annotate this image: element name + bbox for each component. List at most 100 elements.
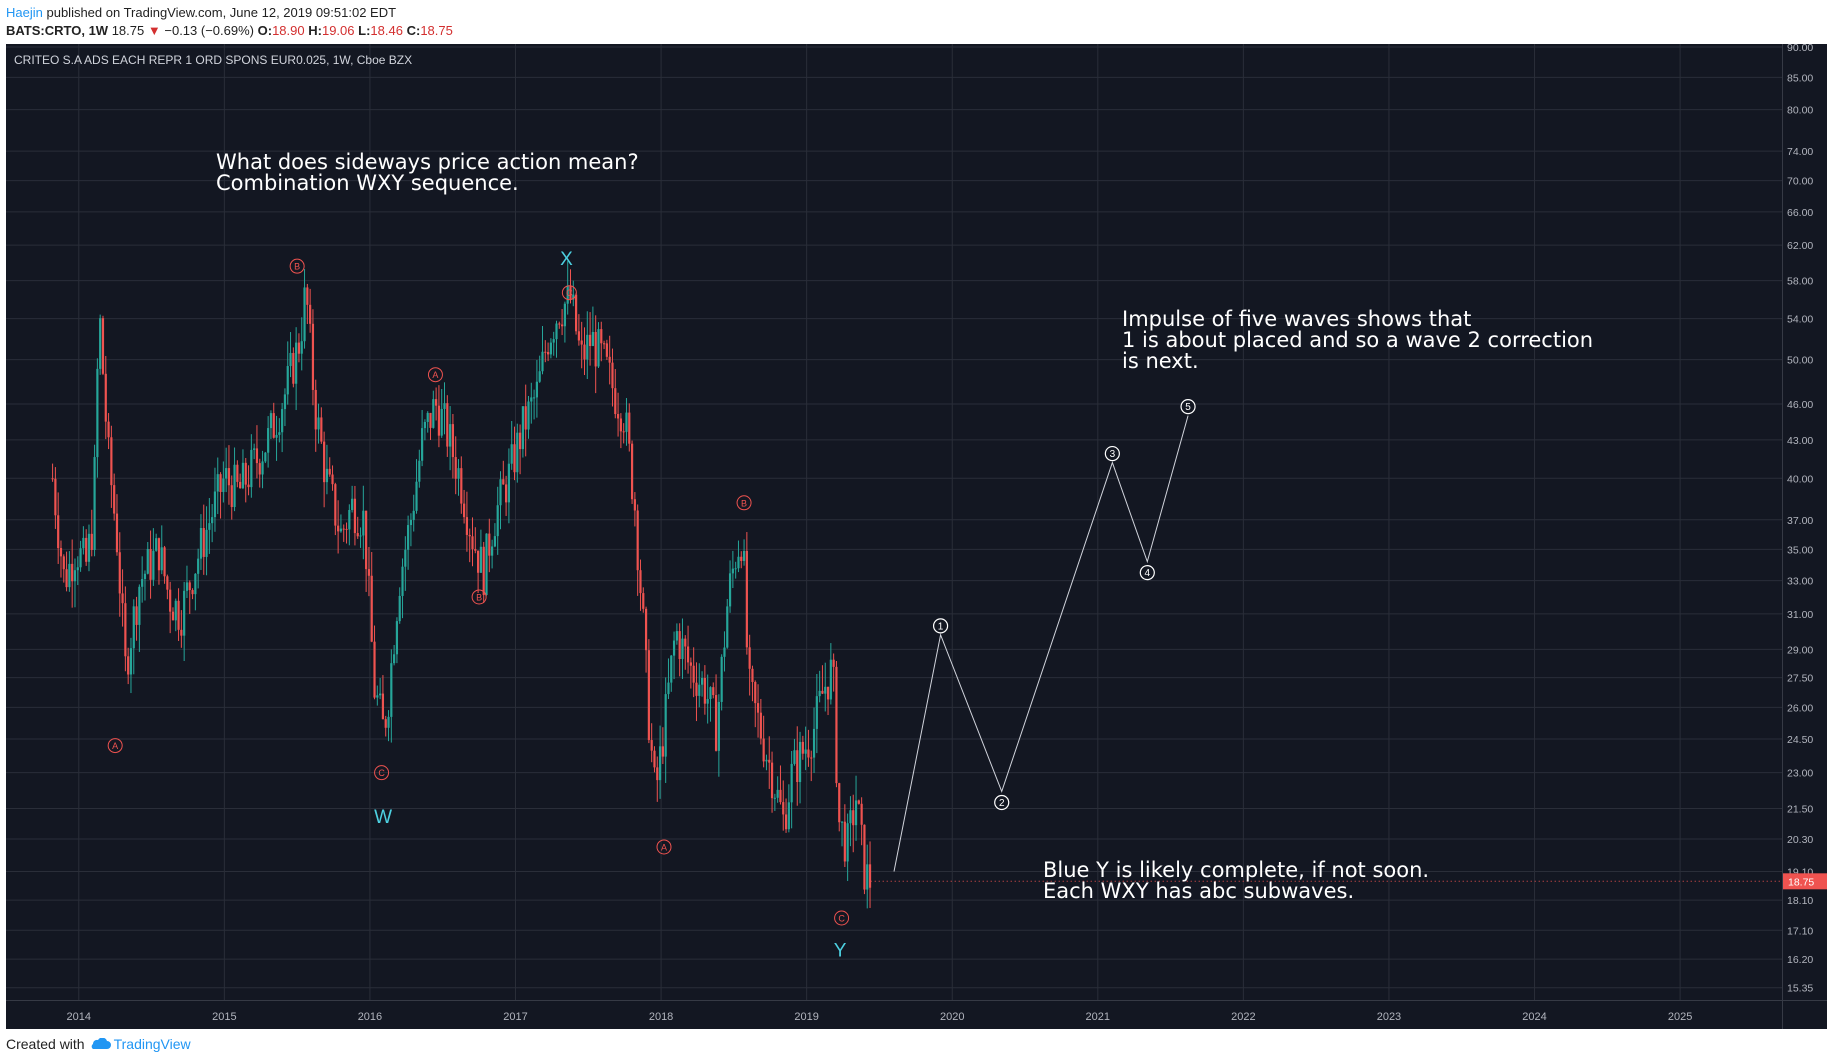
candle bbox=[418, 449, 421, 488]
candle-body bbox=[818, 690, 821, 697]
candle bbox=[493, 523, 497, 548]
candle bbox=[622, 423, 625, 444]
candle bbox=[457, 459, 460, 496]
candle bbox=[605, 339, 608, 361]
candle bbox=[681, 618, 684, 679]
candle bbox=[281, 402, 284, 453]
candle bbox=[463, 489, 466, 524]
candle-body bbox=[485, 533, 488, 596]
candle-body bbox=[712, 687, 715, 696]
y-tick-label: 62.00 bbox=[1787, 240, 1813, 252]
candle-body bbox=[300, 341, 303, 354]
price-chart[interactable]: 1 2 3 4 5 A B C A B C A B C W X Y bbox=[6, 44, 1782, 1000]
candle bbox=[692, 647, 695, 698]
candle bbox=[616, 392, 620, 437]
candle-body bbox=[706, 699, 709, 704]
candle bbox=[169, 581, 172, 634]
sub-wave-letter: C bbox=[378, 768, 385, 778]
candle-body bbox=[127, 656, 130, 675]
candle-body bbox=[734, 568, 737, 570]
tradingview-logo[interactable]: TradingView bbox=[89, 1036, 191, 1052]
candle bbox=[726, 599, 729, 649]
candle-body bbox=[171, 611, 175, 621]
candle-body bbox=[647, 650, 650, 741]
candle-body bbox=[580, 340, 583, 345]
candle-body bbox=[138, 586, 141, 625]
candle bbox=[558, 321, 561, 329]
candle bbox=[233, 447, 236, 512]
time-axis[interactable]: 2014 2015 2016 2017 2018 2019 2020 2021 2022 2023… bbox=[6, 1000, 1782, 1029]
candle bbox=[101, 315, 105, 376]
candle bbox=[143, 570, 147, 601]
candle-body bbox=[849, 810, 852, 824]
candle bbox=[502, 460, 505, 485]
sub-wave-circle bbox=[471, 589, 487, 605]
candle-body bbox=[421, 428, 424, 461]
candle-body bbox=[608, 356, 611, 363]
candle-body bbox=[810, 757, 813, 759]
candle bbox=[513, 426, 516, 481]
candle-body bbox=[194, 573, 197, 595]
chart-pane[interactable]: 1 2 3 4 5 A B C A B C A B C W X Y bbox=[6, 44, 1782, 1000]
candle bbox=[121, 569, 124, 627]
candle bbox=[709, 686, 712, 722]
candle-body bbox=[286, 366, 289, 395]
candle bbox=[303, 268, 306, 349]
candle bbox=[292, 347, 295, 388]
candle bbox=[415, 459, 418, 514]
candle-body bbox=[317, 417, 320, 430]
close-label: C: bbox=[406, 23, 421, 38]
candle-body bbox=[773, 797, 776, 799]
candle-body bbox=[594, 331, 597, 367]
candle bbox=[317, 403, 320, 444]
y-tick-label: 24.50 bbox=[1787, 734, 1813, 746]
candle bbox=[421, 409, 424, 467]
candle-body bbox=[866, 864, 869, 890]
candle bbox=[115, 494, 119, 556]
candle-body bbox=[96, 368, 99, 458]
candle bbox=[297, 333, 301, 363]
candle bbox=[824, 662, 827, 712]
footer: Created with TradingView bbox=[6, 1036, 191, 1052]
candle bbox=[600, 321, 603, 362]
candle-body bbox=[59, 548, 63, 557]
candle bbox=[793, 738, 796, 766]
price-axis[interactable]: 90.00 85.00 80.00 74.00 70.00 66.00 62.00 58.00… bbox=[1782, 42, 1827, 1000]
axis-corner bbox=[1782, 1000, 1827, 1029]
candle-body bbox=[726, 606, 729, 648]
sub-wave-letter: C bbox=[566, 288, 573, 298]
candle-body bbox=[73, 570, 77, 582]
candle bbox=[401, 558, 404, 619]
candle-body bbox=[381, 693, 385, 720]
candle-body bbox=[359, 535, 362, 537]
candle-body bbox=[303, 287, 306, 342]
candle-body bbox=[611, 362, 614, 389]
candle bbox=[572, 280, 575, 307]
candle-body bbox=[155, 538, 158, 551]
candle bbox=[183, 581, 186, 662]
candle bbox=[698, 663, 701, 708]
candle bbox=[219, 472, 222, 519]
candle-body bbox=[628, 412, 631, 444]
candle bbox=[818, 670, 821, 703]
author-link[interactable]: Haejin bbox=[6, 5, 43, 20]
x-tick-label: 2015 bbox=[212, 1011, 236, 1023]
open-label: O: bbox=[257, 23, 273, 38]
candle bbox=[241, 449, 245, 490]
impulse-wave-number: 1 bbox=[938, 621, 944, 632]
y-tick-label: 26.00 bbox=[1787, 702, 1813, 714]
candle bbox=[278, 418, 281, 443]
candle-body bbox=[283, 394, 287, 410]
candle-body bbox=[370, 575, 373, 642]
candle-body bbox=[230, 485, 233, 508]
y-tick-label: 33.00 bbox=[1787, 576, 1813, 588]
candle bbox=[477, 550, 480, 594]
candle bbox=[810, 750, 813, 782]
candle bbox=[499, 471, 502, 530]
candle-body bbox=[174, 600, 177, 621]
candle-body bbox=[510, 444, 513, 464]
candle bbox=[468, 528, 471, 563]
candle-body bbox=[574, 294, 578, 332]
candle-body bbox=[104, 373, 107, 422]
sub-wave-label: A bbox=[107, 738, 123, 754]
